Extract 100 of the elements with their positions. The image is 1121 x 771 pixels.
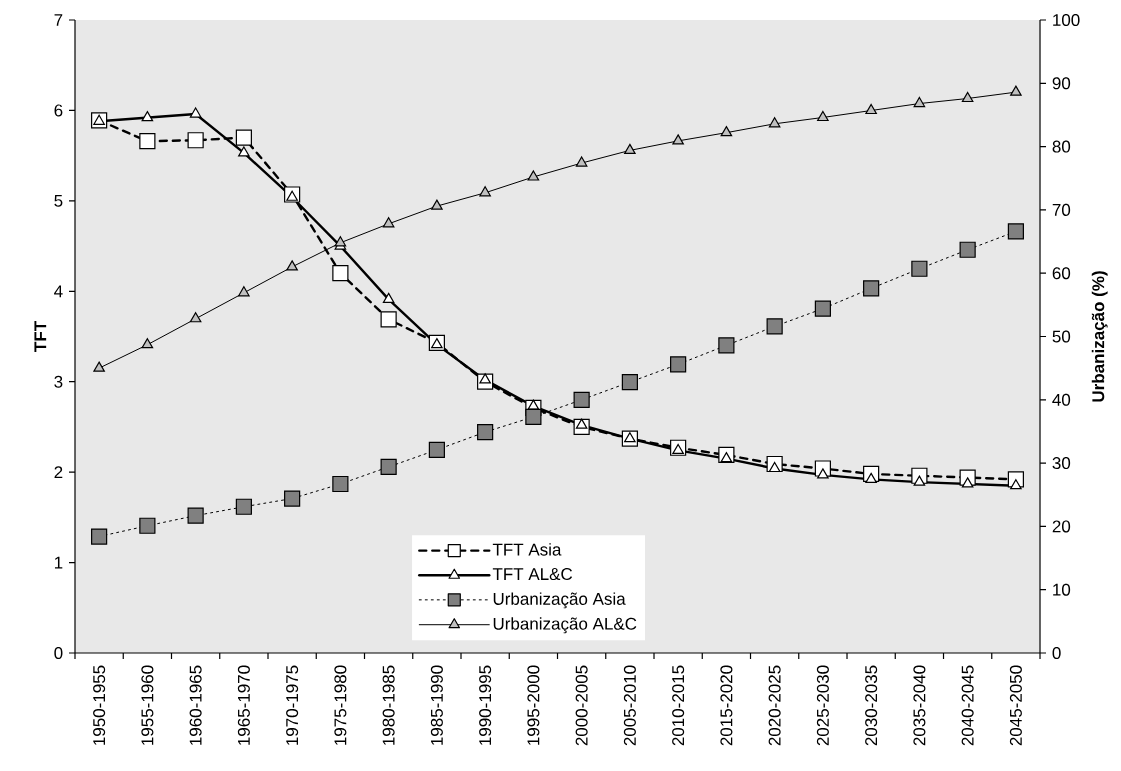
x-tick-label: 2020-2025: [768, 665, 781, 746]
x-tick-label: 2015-2020: [720, 665, 733, 746]
point: [428, 441, 445, 458]
point: [913, 96, 926, 108]
x-tick-label: 2000-2005: [575, 665, 588, 746]
x-tick-label: 2025-2030: [816, 665, 829, 746]
point: [286, 260, 298, 271]
point: [479, 373, 491, 384]
point: [1010, 479, 1022, 490]
y-tick-label: 2: [54, 466, 63, 479]
point: [141, 338, 154, 349]
y2-tick-label: 0: [1052, 646, 1061, 660]
y-axis-title: TFT: [34, 321, 47, 352]
point: [431, 199, 443, 210]
point: [1010, 85, 1022, 96]
y-tick-label: 4: [54, 285, 63, 298]
y-tick-label: 6: [54, 104, 63, 117]
point: [913, 475, 926, 486]
y2-axis-title: Urbanização (%): [1091, 271, 1108, 402]
point: [139, 517, 156, 534]
point: [814, 300, 831, 317]
y2-tick-label: 20: [1052, 520, 1071, 533]
point: [624, 143, 636, 154]
point: [235, 498, 252, 515]
y2-tick-label: 70: [1052, 203, 1071, 216]
point: [863, 280, 880, 297]
point: [959, 241, 976, 258]
legend-label: TFT AL&C: [492, 568, 573, 581]
x-tick-label: 2045-2050: [1009, 665, 1022, 746]
y-tick-label: 1: [54, 556, 63, 569]
y2-tick-label: 40: [1052, 393, 1071, 406]
point: [238, 286, 250, 297]
point: [766, 318, 783, 335]
x-tick-label: 2005-2010: [623, 665, 636, 746]
point: [865, 103, 877, 115]
legend-label: Urbanização Asia: [493, 592, 626, 609]
y2-tick-label: 60: [1052, 267, 1071, 280]
x-tick-label: 1990-1995: [479, 665, 492, 745]
point: [573, 391, 590, 408]
point: [187, 132, 204, 149]
point: [720, 451, 733, 463]
point: [672, 443, 684, 455]
point: [382, 217, 395, 228]
point: [187, 507, 204, 524]
point: [525, 408, 542, 425]
x-tick-label: 1975-1980: [334, 665, 347, 745]
point: [768, 117, 781, 128]
point: [235, 129, 252, 146]
legend-label: TFT Asia: [492, 543, 562, 556]
point: [672, 134, 684, 145]
x-tick-label: 2040-2045: [961, 665, 974, 746]
y2-tick-label: 100: [1053, 13, 1080, 27]
point: [961, 477, 974, 488]
y2-tick-label: 90: [1052, 77, 1071, 90]
point: [477, 423, 494, 441]
point: [575, 156, 588, 167]
y2-tick-label: 10: [1053, 583, 1071, 596]
point: [93, 114, 105, 125]
x-tick-label: 1985-1990: [430, 665, 443, 745]
y2-tick-label: 50: [1052, 330, 1071, 343]
point: [380, 458, 397, 475]
point: [238, 146, 250, 157]
point: [431, 338, 443, 349]
point: [527, 170, 540, 181]
point: [621, 373, 638, 391]
point: [189, 312, 202, 323]
point: [91, 528, 108, 545]
x-tick-label: 2010-2015: [672, 665, 685, 746]
x-tick-label: 1950-1955: [93, 665, 106, 745]
point: [1007, 223, 1024, 240]
point: [382, 292, 395, 304]
point: [139, 133, 156, 150]
point: [670, 356, 687, 373]
point: [479, 186, 491, 197]
legend-label: Urbanização AL&C: [493, 617, 637, 634]
y-tick-label: 3: [54, 375, 63, 388]
x-tick-label: 1970-1975: [286, 665, 299, 745]
y2-tick-label: 80: [1052, 140, 1071, 153]
point: [141, 111, 154, 122]
point: [527, 399, 540, 410]
point: [575, 418, 588, 429]
x-tick-label: 1960-1965: [189, 665, 202, 745]
point: [284, 490, 301, 507]
point: [380, 311, 397, 328]
point: [332, 475, 349, 493]
y2-tick-label: 30: [1052, 457, 1071, 470]
x-tick-label: 1995-2000: [527, 665, 540, 745]
x-tick-label: 2035-2040: [913, 665, 926, 746]
y-tick-label: 0: [54, 646, 63, 660]
point: [718, 337, 735, 354]
x-tick-label: 1955-1960: [141, 665, 154, 745]
point: [286, 190, 298, 201]
y-tick-label: 5: [54, 194, 63, 207]
x-tick-label: 2030-2035: [865, 665, 878, 746]
x-tick-label: 1980-1985: [382, 665, 395, 745]
x-tick-label: 1965-1970: [237, 665, 250, 745]
point: [332, 265, 349, 282]
point: [720, 126, 733, 137]
point: [817, 110, 829, 122]
y-tick-label: 7: [54, 14, 63, 26]
